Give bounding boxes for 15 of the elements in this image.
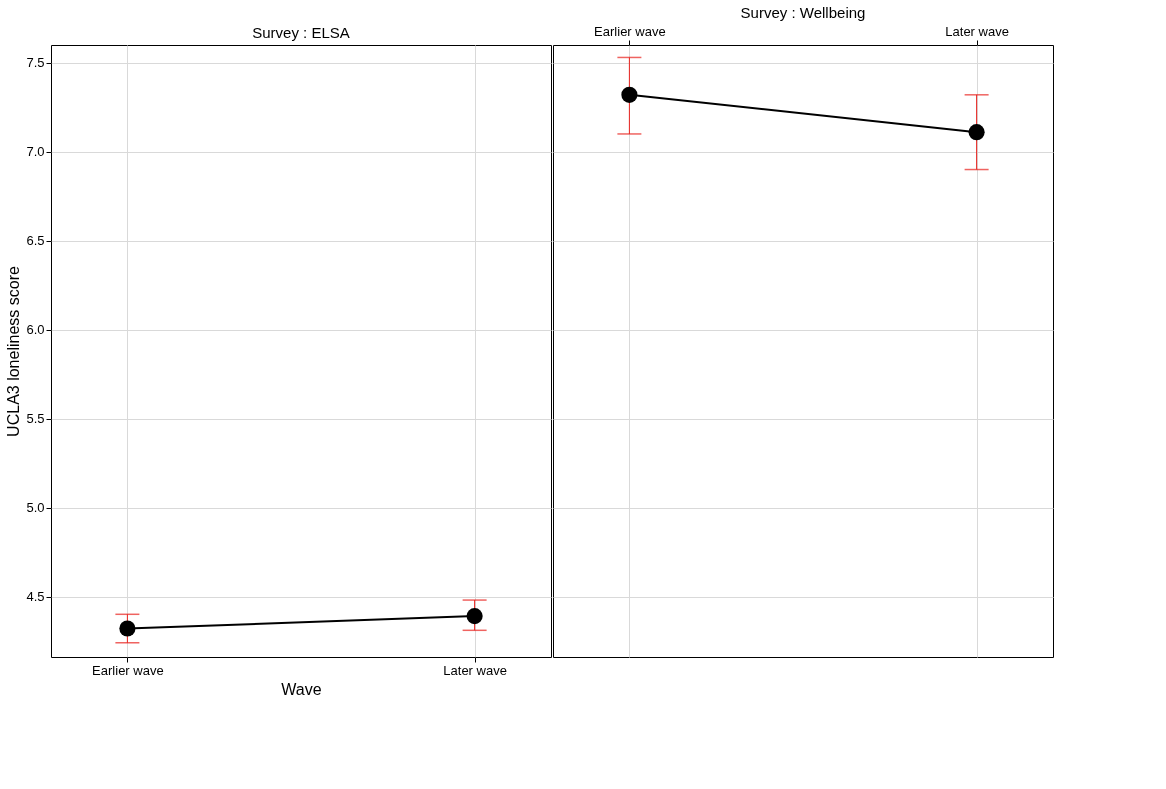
x-tick-label: Earlier wave (92, 662, 164, 678)
x-tick-label: Earlier wave (594, 23, 666, 39)
y-tick-label: 7.0 (26, 144, 45, 160)
y-tick-label: 6.0 (26, 322, 45, 338)
y-tick-label: 4.5 (26, 589, 45, 605)
y-tick-label: 5.5 (26, 411, 45, 427)
x-tick-label: Later wave (945, 23, 1009, 39)
x-axis-title: Wave (281, 680, 322, 698)
y-tick-label: 5.0 (26, 500, 45, 516)
chart-title: Survey : Wellbeing (740, 4, 866, 21)
x-tick-label: Later wave (443, 662, 507, 678)
chart-title: Survey : ELSA (252, 24, 350, 41)
y-axis-title: UCLA3 loneliness score (5, 266, 23, 437)
y-tick-label: 7.5 (26, 55, 45, 71)
y-tick-label: 6.5 (26, 233, 45, 249)
